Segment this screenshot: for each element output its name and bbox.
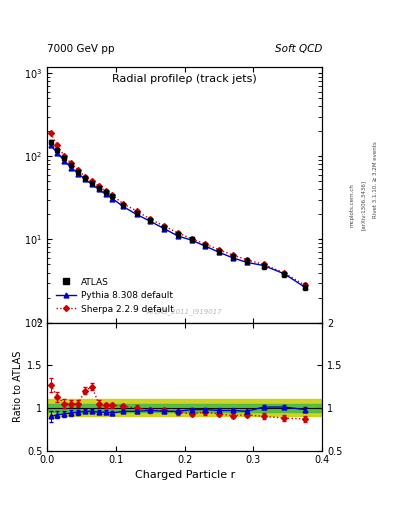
X-axis label: Charged Particle r: Charged Particle r bbox=[134, 470, 235, 480]
Text: [arXiv:1306.3436]: [arXiv:1306.3436] bbox=[361, 180, 366, 230]
Text: Soft QCD: Soft QCD bbox=[275, 44, 322, 54]
Legend: ATLAS, Pythia 8.308 default, Sherpa 2.2.9 default: ATLAS, Pythia 8.308 default, Sherpa 2.2.… bbox=[51, 273, 178, 318]
Y-axis label: Ratio to ATLAS: Ratio to ATLAS bbox=[13, 351, 23, 422]
Bar bbox=[47, 403, 322, 412]
Text: Radial profileρ (track jets): Radial profileρ (track jets) bbox=[112, 74, 257, 84]
Text: mcplots.cern.ch: mcplots.cern.ch bbox=[349, 183, 354, 227]
Text: ATLAS_2011_I919017: ATLAS_2011_I919017 bbox=[147, 308, 222, 315]
Text: Rivet 3.1.10, ≥ 3.2M events: Rivet 3.1.10, ≥ 3.2M events bbox=[373, 141, 378, 218]
Text: 7000 GeV pp: 7000 GeV pp bbox=[47, 44, 115, 54]
Bar bbox=[47, 399, 322, 416]
